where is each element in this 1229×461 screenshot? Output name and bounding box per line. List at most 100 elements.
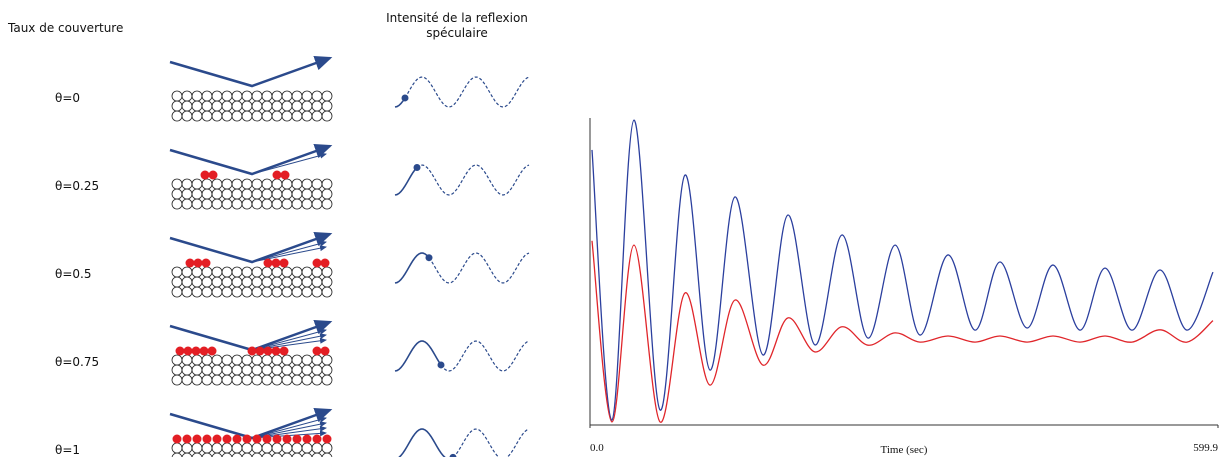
substrate-atom [191, 90, 203, 102]
substrate-atom [261, 442, 273, 454]
substrate-atom [241, 354, 253, 366]
intensity-point [413, 163, 421, 171]
substrate-atom [181, 374, 193, 386]
substrate-atom [271, 442, 283, 454]
substrate-atom [211, 100, 223, 112]
substrate-atom [211, 90, 223, 102]
substrate-atom [291, 452, 303, 461]
substrate-atom [271, 178, 283, 190]
adsorbed-atom [222, 434, 232, 444]
substrate-atom [201, 188, 213, 200]
substrate-atom [301, 100, 313, 112]
substrate-atom [231, 276, 243, 288]
substrate-atom [171, 286, 183, 298]
series-line [591, 119, 1214, 421]
substrate-atom [301, 374, 313, 386]
substrate-atom [321, 276, 333, 288]
substrate-atom [211, 452, 223, 461]
substrate-atom [301, 90, 313, 102]
substrate-atom [281, 266, 293, 278]
substrate-atom [261, 354, 273, 366]
substrate-atom [201, 266, 213, 278]
scattered-beam [251, 333, 327, 351]
adsorbed-atom [279, 346, 289, 356]
substrate-atom [241, 374, 253, 386]
substrate-atom [261, 374, 273, 386]
substrate-atom [231, 90, 243, 102]
substrate-atom [301, 452, 313, 461]
substrate-atom [311, 354, 323, 366]
substrate-atom [311, 442, 323, 454]
substrate-atom [271, 90, 283, 102]
substrate-atom [301, 198, 313, 210]
substrate-atom [181, 90, 193, 102]
substrate-atom [241, 452, 253, 461]
substrate-atom [201, 364, 213, 376]
substrate-atom [201, 374, 213, 386]
adsorbed-atom [192, 434, 202, 444]
substrate-atom [311, 178, 323, 190]
substrate-atom [191, 266, 203, 278]
substrate-atom [191, 178, 203, 190]
substrate-atom [211, 178, 223, 190]
substrate-atom [171, 442, 183, 454]
substrate-atom [251, 90, 263, 102]
substrate-atom [201, 452, 213, 461]
adsorbed-atom [255, 346, 265, 356]
adsorbed-atom [191, 346, 201, 356]
substrate-atom [251, 442, 263, 454]
substrate-atom [251, 452, 263, 461]
substrate-atom [181, 442, 193, 454]
adsorbed-atom [312, 258, 322, 268]
substrate-atom [301, 188, 313, 200]
substrate-atom [201, 286, 213, 298]
coverage-label: θ=0.25 [55, 179, 99, 193]
substrate-atom [271, 198, 283, 210]
adsorbed-atom [207, 346, 217, 356]
substrate-atom [291, 198, 303, 210]
substrate-atom [311, 266, 323, 278]
intensity-point [437, 361, 445, 369]
substrate-atom [251, 374, 263, 386]
substrate-atom [191, 374, 203, 386]
coverage-label: θ=0 [55, 91, 80, 105]
adsorbed-atom [212, 434, 222, 444]
substrate-atom [231, 198, 243, 210]
substrate-atom [271, 100, 283, 112]
substrate-atom [181, 276, 193, 288]
substrate-atom [291, 178, 303, 190]
adsorbed-atom [201, 258, 211, 268]
adsorbed-atom [282, 434, 292, 444]
substrate-atom [181, 364, 193, 376]
intensity-point [401, 94, 409, 102]
substrate-atom [191, 364, 203, 376]
adsorbed-atom [182, 434, 192, 444]
substrate-atom [311, 90, 323, 102]
substrate-atom [261, 178, 273, 190]
substrate-atom [261, 110, 273, 122]
substrate-atom [181, 354, 193, 366]
substrate-atom [251, 266, 263, 278]
substrate-atom [271, 188, 283, 200]
substrate-atom [171, 276, 183, 288]
substrate-atom [321, 442, 333, 454]
coverage-label: θ=0.75 [55, 355, 99, 369]
substrate-atom [251, 354, 263, 366]
intensity-title: Intensité de la reflexion spéculaire [386, 11, 528, 40]
substrate-atom [261, 100, 273, 112]
substrate-atom [231, 354, 243, 366]
substrate-atom [241, 364, 253, 376]
substrate-atom [191, 110, 203, 122]
substrate-atom [291, 364, 303, 376]
substrate-atom [251, 276, 263, 288]
substrate-atom [301, 266, 313, 278]
substrate-atom [191, 452, 203, 461]
substrate-atom [261, 452, 273, 461]
substrate-atom [201, 276, 213, 288]
substrate-atom [271, 276, 283, 288]
adsorbed-atom [280, 170, 290, 180]
substrate-atom [261, 266, 273, 278]
incident-beam [169, 232, 333, 264]
adsorbed-atom [252, 434, 262, 444]
coverage-title: Taux de couverture [7, 21, 123, 35]
